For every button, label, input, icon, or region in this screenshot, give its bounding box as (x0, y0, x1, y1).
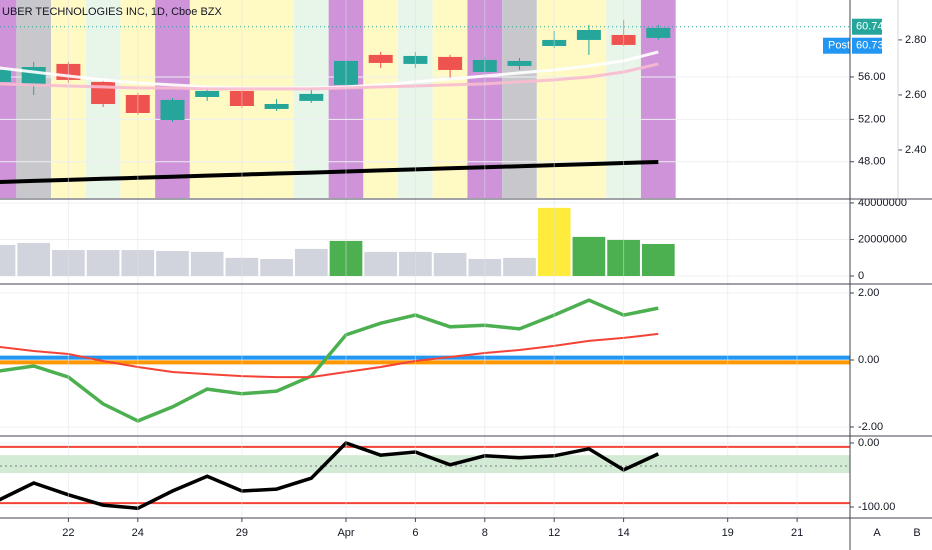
y-tick-label: 0.00 (858, 437, 879, 449)
y-tick-label: 0.00 (858, 354, 879, 366)
candle-body (0, 69, 11, 82)
candle-body (438, 56, 463, 70)
series-line (0, 62, 659, 91)
candle-body (264, 103, 289, 109)
x-tick-label: 24 (132, 527, 144, 539)
y-tick-label: -2.00 (858, 421, 883, 433)
scale-button[interactable]: A (873, 527, 881, 539)
x-tick-label: 8 (482, 527, 488, 539)
post-tag-label: Post (828, 40, 850, 52)
volume-bar (572, 236, 606, 276)
candle-body (368, 54, 393, 63)
session-band (432, 0, 468, 198)
y-tick-label: 0 (858, 270, 864, 282)
candle-body (160, 99, 185, 120)
y2-tick-label: 2.80 (905, 34, 926, 46)
session-band (0, 0, 17, 198)
y-tick-label: 2.00 (858, 287, 879, 299)
x-tick-label: 14 (617, 527, 629, 539)
y2-tick-label: 2.40 (905, 144, 926, 156)
x-tick-label: 22 (62, 527, 74, 539)
x-tick-label: 12 (548, 527, 560, 539)
x-tick-label: 19 (722, 527, 734, 539)
candle-body (576, 29, 601, 40)
session-band (16, 0, 52, 198)
y-tick-label: 52.00 (858, 113, 886, 125)
y-tick-label: 48.00 (858, 156, 886, 168)
volume-bar (260, 258, 293, 276)
candle-body (507, 60, 532, 66)
candle-body (299, 93, 324, 101)
x-tick-label: 6 (412, 527, 418, 539)
volume-bar (641, 244, 675, 276)
y-tick-label: 56.00 (858, 71, 886, 83)
x-tick-label: 29 (236, 527, 248, 539)
y-tick-label: -100.00 (858, 501, 895, 513)
y2-tick-label: 2.60 (905, 89, 926, 101)
last-price-label: 60.74 (856, 21, 884, 33)
x-tick-label: 21 (791, 527, 803, 539)
y-tick-label: 40000000 (858, 197, 907, 209)
range-band (0, 455, 850, 474)
post-tag-box (823, 37, 850, 54)
post-price-label: 60.73 (856, 40, 884, 52)
volume-bar (364, 251, 398, 276)
volume-bar (503, 257, 536, 276)
scale-button[interactable]: B (913, 527, 920, 539)
y-tick-label: 20000000 (858, 233, 907, 245)
series-line (0, 160, 659, 184)
chart-title: UBER TECHNOLOGIES INC, 1D, Cboe BZX (2, 6, 223, 18)
session-band (363, 0, 399, 198)
candle-body (195, 90, 220, 97)
volume-bar (0, 244, 16, 276)
series-line (0, 298, 659, 423)
series-line (0, 332, 659, 379)
volume-bar (17, 242, 51, 276)
volume-bar (86, 250, 120, 276)
post-price-box (852, 37, 882, 54)
volume-bar (190, 251, 224, 276)
series-line (0, 440, 660, 511)
x-tick-label: Apr (337, 527, 354, 539)
candle-body (646, 27, 671, 38)
volume-bar (156, 250, 189, 276)
volume-bar (433, 252, 467, 276)
volume-bar (294, 248, 328, 276)
last-price-box (852, 18, 882, 35)
